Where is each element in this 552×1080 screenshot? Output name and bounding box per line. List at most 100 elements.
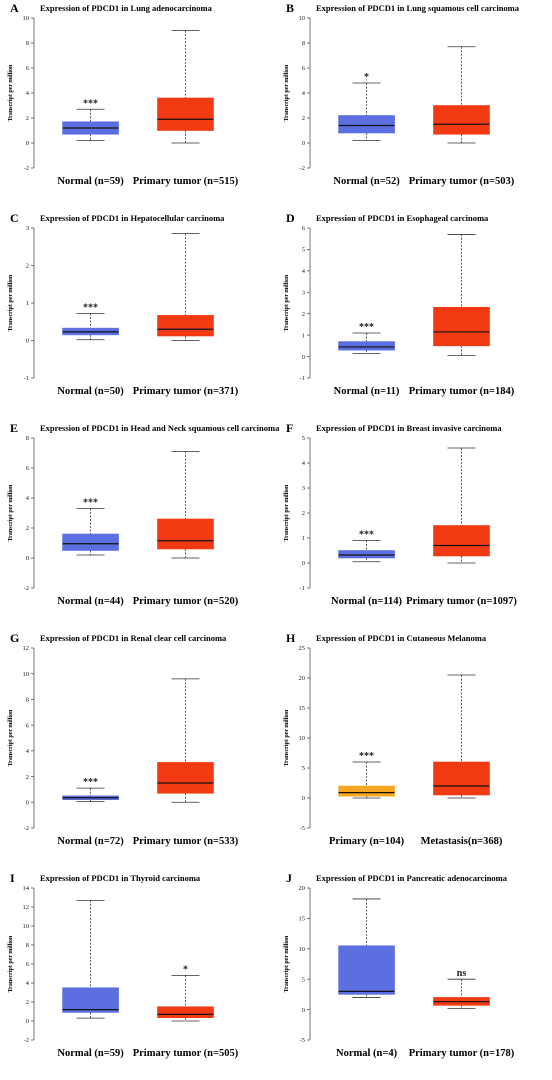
box-second: Primary tumor (n=520) bbox=[133, 451, 239, 607]
panel-title: Expression of PDCD1 in Cutaneous Melanom… bbox=[316, 633, 487, 643]
panel-title: Expression of PDCD1 in Esophageal carcin… bbox=[316, 213, 489, 223]
category-label: Primary tumor (n=515) bbox=[133, 176, 239, 187]
y-tick-label: 10 bbox=[299, 15, 306, 22]
category-label: Normal (n=11) bbox=[334, 386, 400, 397]
category-label: Primary tumor (n=520) bbox=[133, 596, 239, 607]
panel-letter: B bbox=[286, 1, 294, 15]
y-tick-label: 3 bbox=[302, 485, 305, 492]
y-tick-label: 15 bbox=[299, 916, 306, 923]
significance-label: * bbox=[364, 72, 369, 83]
panel-letter: I bbox=[10, 871, 15, 885]
significance-label: *** bbox=[359, 322, 374, 333]
y-tick-label: 6 bbox=[26, 722, 30, 729]
box-second: Primary tumor (n=515) bbox=[133, 30, 239, 187]
y-tick-label: 0 bbox=[26, 140, 29, 147]
y-tick-label: 6 bbox=[26, 465, 30, 472]
y-tick-label: 4 bbox=[302, 268, 306, 275]
y-tick-label: 2 bbox=[26, 263, 29, 270]
y-tick-label: 6 bbox=[302, 65, 306, 72]
box-first: *** Normal (n=44) bbox=[57, 498, 124, 608]
category-label: Primary tumor (n=1097) bbox=[406, 596, 517, 607]
panel-h: H Expression of PDCD1 in Cutaneous Melano… bbox=[284, 631, 503, 847]
y-tick-label: -2 bbox=[24, 1037, 29, 1044]
panel-f: F Expression of PDCD1 in Breast invasive … bbox=[284, 421, 517, 607]
panel-i: I Expression of PDCD1 in Thyroid carcinom… bbox=[8, 871, 239, 1059]
panel-title: Expression of PDCD1 in Pancreatic adenoc… bbox=[316, 873, 508, 883]
y-tick-label: 2 bbox=[302, 510, 305, 517]
y-tick-label: 4 bbox=[26, 495, 30, 502]
box-body bbox=[338, 341, 395, 351]
significance-label: *** bbox=[83, 303, 98, 314]
y-tick-label: -5 bbox=[300, 825, 305, 832]
significance-label: *** bbox=[83, 777, 98, 788]
y-tick-label: 0 bbox=[26, 799, 29, 806]
panel-letter: E bbox=[10, 421, 18, 435]
y-tick-label: 4 bbox=[26, 748, 30, 755]
category-label: Normal (n=59) bbox=[57, 176, 124, 187]
panel-title: Expression of PDCD1 in Hepatocellular ca… bbox=[40, 213, 225, 223]
significance-label: *** bbox=[83, 98, 98, 109]
y-tick-label: 5 bbox=[302, 765, 305, 772]
y-tick-label: 3 bbox=[302, 289, 305, 296]
panel-title: Expression of PDCD1 in Lung adenocarcino… bbox=[40, 3, 213, 13]
panel-c: C Expression of PDCD1 in Hepatocellular c… bbox=[8, 211, 239, 397]
y-tick-label: 5 bbox=[302, 247, 305, 254]
box-body bbox=[433, 761, 490, 796]
y-tick-label: 3 bbox=[26, 225, 29, 232]
panel-b: B Expression of PDCD1 in Lung squamous ce… bbox=[284, 1, 520, 187]
category-label: Normal (n=59) bbox=[57, 1048, 124, 1059]
y-tick-label: 6 bbox=[26, 961, 30, 968]
y-tick-label: 8 bbox=[302, 40, 305, 47]
category-label: Normal (n=114) bbox=[331, 596, 403, 607]
y-tick-label: 1 bbox=[26, 300, 29, 307]
y-tick-label: 0 bbox=[26, 555, 29, 562]
y-tick-label: 4 bbox=[302, 460, 306, 467]
box-body bbox=[338, 785, 395, 797]
panel-letter: F bbox=[286, 421, 293, 435]
y-tick-label: 2 bbox=[26, 774, 29, 781]
y-tick-label: 15 bbox=[299, 705, 306, 712]
box-first: *** Normal (n=72) bbox=[57, 777, 124, 847]
box-first: Normal (n=59) bbox=[57, 899, 124, 1059]
significance-label: *** bbox=[359, 751, 374, 762]
y-tick-label: 14 bbox=[23, 885, 30, 892]
y-tick-label: 2 bbox=[26, 115, 29, 122]
y-tick-label: 4 bbox=[26, 90, 30, 97]
box-first: *** Normal (n=50) bbox=[57, 303, 124, 398]
panel-letter: D bbox=[286, 211, 295, 225]
significance-label: *** bbox=[359, 530, 374, 541]
y-tick-label: 1 bbox=[302, 332, 305, 339]
significance-label: * bbox=[183, 964, 188, 975]
panel-letter: C bbox=[10, 211, 19, 225]
box-body bbox=[157, 315, 214, 337]
box-body bbox=[433, 306, 490, 347]
y-tick-label: -2 bbox=[24, 165, 29, 172]
y-tick-label: -2 bbox=[24, 585, 29, 592]
y-tick-label: 6 bbox=[302, 225, 306, 232]
box-second: Primary tumor (n=503) bbox=[409, 46, 515, 187]
y-tick-label: 0 bbox=[302, 560, 305, 567]
panel-title: Expression of PDCD1 in Breast invasive c… bbox=[316, 423, 502, 433]
y-tick-label: 2 bbox=[302, 115, 305, 122]
y-tick-label: 2 bbox=[26, 525, 29, 532]
panel-letter: J bbox=[286, 871, 292, 885]
box-first: *** Primary (n=104) bbox=[329, 751, 405, 847]
significance-label: *** bbox=[83, 498, 98, 509]
box-body bbox=[433, 525, 490, 557]
box-second: * Primary tumor (n=505) bbox=[133, 964, 239, 1059]
box-first: *** Normal (n=59) bbox=[57, 98, 124, 187]
category-label: Normal (n=72) bbox=[57, 836, 124, 847]
category-label: Primary (n=104) bbox=[329, 836, 405, 847]
y-axis-label: Transcript per million bbox=[284, 709, 290, 766]
box-second: Primary tumor (n=1097) bbox=[406, 447, 517, 607]
category-label: Normal (n=44) bbox=[57, 596, 124, 607]
y-tick-label: 2 bbox=[26, 999, 29, 1006]
y-tick-label: 8 bbox=[26, 697, 29, 704]
box-body bbox=[157, 762, 214, 794]
y-tick-label: -1 bbox=[300, 585, 305, 592]
y-tick-label: 10 bbox=[23, 923, 30, 930]
box-second: Primary tumor (n=184) bbox=[409, 234, 515, 397]
y-tick-label: 5 bbox=[302, 976, 305, 983]
y-tick-label: 4 bbox=[302, 90, 306, 97]
y-axis-label: Transcript per million bbox=[284, 64, 290, 121]
